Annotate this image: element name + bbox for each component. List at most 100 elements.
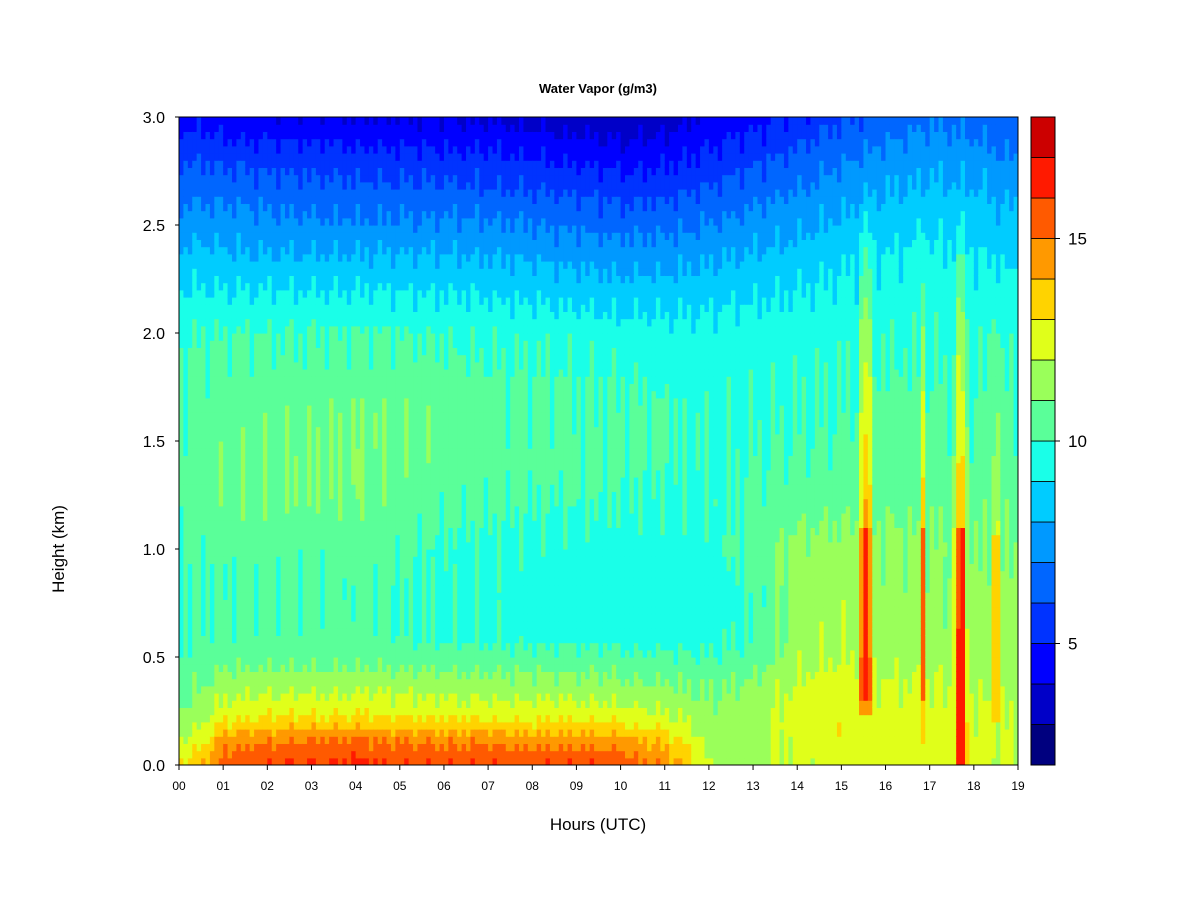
heatmap-cell <box>218 246 224 255</box>
heatmap-cell <box>289 282 295 291</box>
heatmap-cell <box>364 621 370 629</box>
heatmap-cell <box>240 671 246 680</box>
heatmap-cell <box>404 405 410 413</box>
heatmap-cell <box>382 469 388 478</box>
heatmap-cell <box>201 613 207 622</box>
heatmap-cell <box>404 664 410 672</box>
heatmap-cell <box>231 649 238 658</box>
heatmap-cell <box>408 621 414 629</box>
heatmap-cell <box>236 613 242 622</box>
heatmap-cell <box>196 203 202 212</box>
heatmap-cell <box>404 390 410 399</box>
heatmap-cell <box>179 606 185 615</box>
heatmap-cell <box>337 311 343 320</box>
heatmap-cell <box>236 736 242 744</box>
heatmap-cell <box>333 333 339 341</box>
heatmap-cell <box>240 498 246 507</box>
heatmap-cell <box>249 657 255 665</box>
heatmap-cell <box>223 577 229 586</box>
heatmap-cell <box>351 297 357 305</box>
heatmap-cell <box>209 685 215 694</box>
heatmap-cell <box>360 390 366 399</box>
heatmap-cell <box>240 743 246 752</box>
heatmap-cell <box>192 484 198 492</box>
heatmap-cell <box>245 361 251 370</box>
heatmap-cell <box>346 268 352 276</box>
heatmap-cell <box>373 397 379 406</box>
heatmap-cell <box>311 333 317 341</box>
heatmap-cell <box>337 721 343 730</box>
heatmap-cell <box>258 325 264 334</box>
heatmap-cell <box>373 757 379 765</box>
heatmap-cell <box>390 469 396 478</box>
heatmap-cell <box>355 426 361 435</box>
heatmap-cell <box>342 297 348 305</box>
heatmap-cell <box>276 268 282 276</box>
heatmap-cell <box>413 181 419 190</box>
heatmap-cell <box>342 167 348 176</box>
heatmap-cell <box>249 297 255 305</box>
heatmap-cell <box>227 203 233 212</box>
heatmap-cell <box>324 167 330 176</box>
heatmap-cell <box>417 383 423 392</box>
heatmap-cell <box>368 289 374 298</box>
heatmap-cell <box>337 549 343 557</box>
heatmap-cell <box>324 203 330 212</box>
heatmap-cell <box>214 441 220 449</box>
heatmap-cell <box>262 246 268 255</box>
heatmap-cell <box>329 441 335 449</box>
heatmap-cell <box>254 621 260 629</box>
heatmap-cell <box>355 721 361 730</box>
heatmap-cell <box>329 196 335 204</box>
heatmap-cell <box>404 261 410 269</box>
heatmap-cell <box>395 239 401 248</box>
heatmap-cell <box>289 426 295 435</box>
heatmap-cell <box>262 289 268 298</box>
heatmap-cell <box>395 613 401 622</box>
heatmap-cell <box>223 498 229 507</box>
heatmap-cell <box>355 714 361 723</box>
heatmap-cell <box>302 131 308 140</box>
heatmap-cell <box>360 441 366 449</box>
heatmap-cell <box>293 311 299 320</box>
heatmap-cell <box>329 664 335 672</box>
heatmap-cell <box>240 513 246 521</box>
heatmap-cell <box>395 304 401 312</box>
heatmap-cell <box>254 412 260 420</box>
heatmap-cell <box>196 556 202 564</box>
heatmap-cell <box>227 253 233 262</box>
heatmap-cell <box>223 369 229 377</box>
heatmap-cell <box>373 714 379 723</box>
heatmap-cell <box>307 145 313 154</box>
heatmap-cell <box>337 743 343 752</box>
heatmap-cell <box>413 685 419 694</box>
heatmap-cell <box>360 203 366 212</box>
heatmap-cell <box>227 383 233 392</box>
heatmap-cell <box>276 217 282 226</box>
heatmap-cell <box>395 513 401 521</box>
heatmap-cell <box>390 649 396 658</box>
heatmap-cell <box>271 174 277 183</box>
heatmap-cell <box>311 477 317 485</box>
heatmap-cell <box>262 599 268 608</box>
heatmap-cell <box>236 196 242 204</box>
heatmap-cell <box>249 613 255 622</box>
heatmap-cell <box>267 325 273 334</box>
heatmap-cell <box>364 333 370 341</box>
heatmap-cell <box>271 383 277 392</box>
heatmap-cell <box>373 419 379 428</box>
heatmap-cell <box>320 232 326 240</box>
heatmap-cell <box>417 750 423 759</box>
heatmap-cell <box>240 621 246 629</box>
heatmap-cell <box>373 599 379 608</box>
heatmap-cell <box>298 549 304 557</box>
heatmap-cell <box>271 541 277 550</box>
heatmap-cell <box>201 649 207 658</box>
heatmap-cell <box>276 700 282 708</box>
heatmap-cell <box>284 577 290 586</box>
heatmap-cell <box>254 498 260 507</box>
heatmap-cell <box>311 297 317 305</box>
heatmap-cell <box>218 599 224 608</box>
heatmap-cell <box>231 455 238 464</box>
heatmap-cell <box>227 469 233 478</box>
